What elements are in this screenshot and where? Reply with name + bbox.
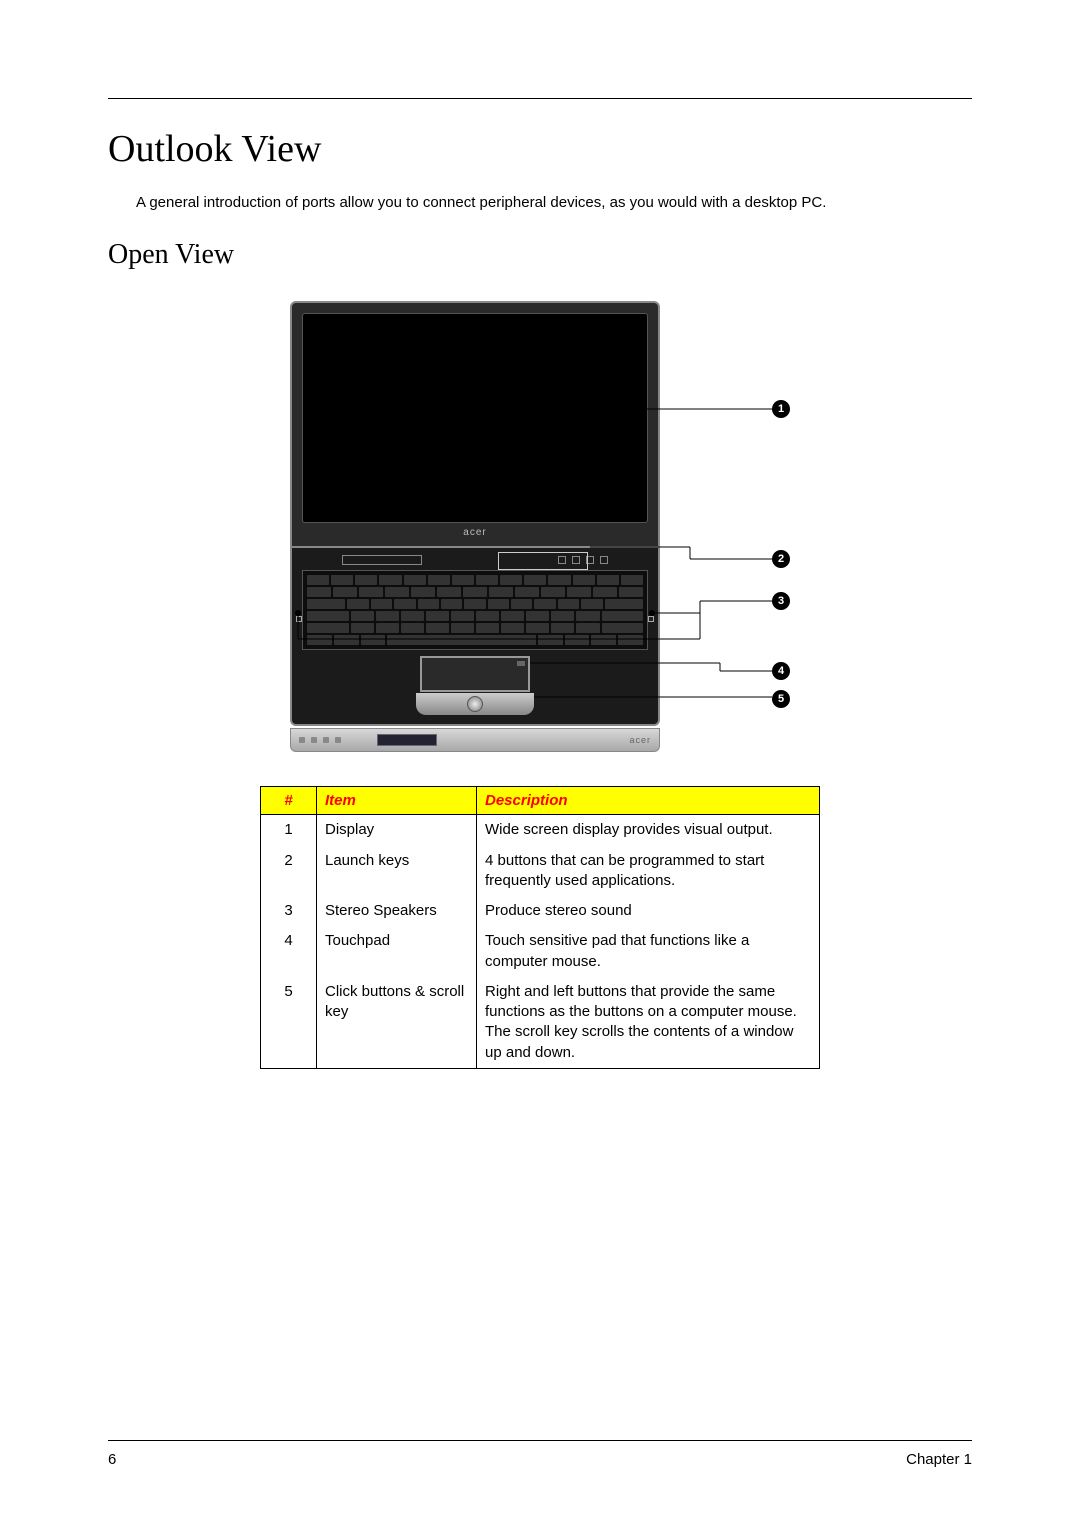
table-row: 5 Click buttons & scroll key Right and l… [261, 977, 820, 1069]
heading-open-view: Open View [108, 239, 972, 271]
bottom-rule [108, 1440, 972, 1441]
table-row: 1 Display Wide screen display provides v… [261, 815, 820, 846]
table-row: 2 Launch keys 4 buttons that can be prog… [261, 846, 820, 897]
launch-keys-highlight [498, 552, 588, 570]
click-buttons [416, 693, 534, 715]
open-view-figure: acer [108, 301, 972, 752]
col-header-num: # [261, 787, 317, 815]
callout-5: 5 [772, 690, 790, 708]
laptop-illustration: acer [290, 301, 790, 752]
brand-label: acer [302, 523, 648, 540]
page-number: 6 [108, 1451, 116, 1468]
callout-4: 4 [772, 662, 790, 680]
keyboard [302, 570, 648, 650]
speaker-left [296, 616, 302, 622]
touchpad [420, 656, 530, 692]
page: Outlook View A general introduction of p… [0, 0, 1080, 1528]
table-row: 4 Touchpad Touch sensitive pad that func… [261, 926, 820, 977]
laptop-base [290, 548, 660, 726]
laptop-screen [302, 313, 648, 523]
intro-paragraph: A general introduction of ports allow yo… [136, 193, 972, 213]
scroll-key [467, 696, 483, 712]
heading-outlook-view: Outlook View [108, 127, 972, 171]
front-panel: acer [290, 728, 660, 752]
col-header-desc: Description [477, 787, 820, 815]
table-row: 3 Stereo Speakers Produce stereo sound [261, 896, 820, 926]
speaker-right [648, 616, 654, 622]
callout-1: 1 [772, 400, 790, 418]
callout-3: 3 [772, 592, 790, 610]
parts-table: # Item Description 1 Display Wide screen… [260, 786, 820, 1069]
top-rule [108, 98, 972, 99]
callout-2: 2 [772, 550, 790, 568]
page-footer: 6 Chapter 1 [108, 1440, 972, 1468]
col-header-item: Item [317, 787, 477, 815]
laptop-lid: acer [290, 301, 660, 548]
palmrest [302, 650, 648, 724]
chapter-label: Chapter 1 [906, 1451, 972, 1468]
